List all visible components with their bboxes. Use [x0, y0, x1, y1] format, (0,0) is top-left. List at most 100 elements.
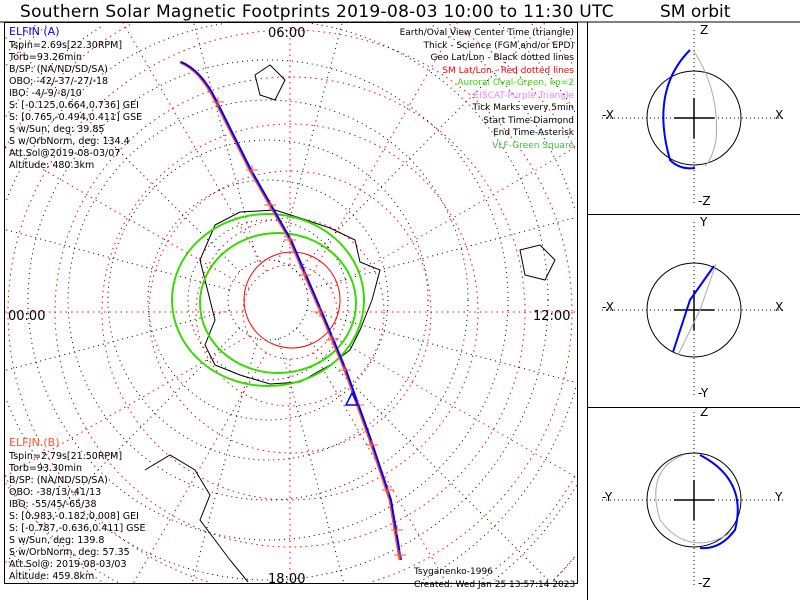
axis-label-right: X: [775, 108, 784, 122]
axis-label-down: -Z: [698, 576, 711, 590]
geo-lon-line: [4, 327, 241, 564]
legend-item: Auroral Oval-Green, kp=2: [457, 78, 574, 88]
elfin-a-line: S: [0.765,-0.494,0.411] GSE: [9, 112, 143, 123]
legend: Earth/Oval View Center Time (triangle) Th…: [400, 27, 574, 152]
elfin-b-line: IBO: -55/45/-65/38: [9, 499, 97, 510]
legend-item: Geo Lat/Lon - Black dotted lines: [430, 53, 574, 63]
elfin-a-orbit: [699, 454, 739, 550]
legend-item: Start Time-Diamond: [483, 115, 574, 126]
legend-item: VLF-Green Square: [492, 140, 574, 151]
elfin-a-line: B/SP: (NA/ND/SD/SA): [9, 64, 108, 75]
mlt-label-bottom: 18:00: [268, 572, 306, 587]
elfin-a-orbit: [662, 49, 696, 170]
elfin-a-orbit: [672, 265, 715, 353]
elfin-b-line: Att.Sol@: 2019-08-03/03: [9, 559, 127, 570]
geo-lat-circle: [107, 139, 429, 461]
legend-item: Tick Marks every 5min: [472, 103, 574, 113]
legend-item: End Time-Asterisk: [492, 128, 574, 138]
axis-label-up: Y: [700, 215, 708, 229]
elfin-b-line: Torb=93.30min: [9, 463, 83, 474]
geo-lat-circle: [187, 219, 349, 381]
elfin-b-name: ELFIN (B): [9, 436, 60, 449]
sm-lat-circle: [4, 23, 576, 582]
elfin-b-orbit: [655, 454, 739, 544]
sm-lon-line: [133, 352, 267, 584]
elfin-b-info: ELFIN (B) Tspin=2.79s[21.50RPM] Torb=93.3…: [9, 437, 146, 583]
elfin-b-line: Altitude: 459.8km: [9, 571, 95, 582]
geo-lon-line: [4, 36, 241, 273]
axis-label-left: -X: [602, 300, 614, 314]
created-timestamp: Created: Wed Jan 25 13:57:14 2023: [414, 580, 576, 590]
plot-title: Southern Solar Magnetic Footprints 2019-…: [20, 2, 614, 22]
mlt-label-left: 00:00: [8, 309, 46, 324]
auroral-oval-inner: [199, 232, 357, 374]
elfin-a-line: Torb=93.26min: [9, 52, 83, 63]
mlt-label-right: 12:00: [533, 309, 571, 324]
elfin-a-track: [180, 61, 402, 561]
sm-lat-circle: [148, 170, 432, 454]
mlt-label-top: 06:00: [268, 26, 306, 41]
elfin-b-line: S w/Sun, deg: 139.8: [9, 535, 105, 546]
elfin-a-line: IBO: -4/-9/-8/10: [9, 88, 82, 99]
coastline: [519, 244, 556, 281]
elfin-a-line: S w/OrbNorm, deg: 134.4: [9, 136, 130, 147]
elfin-b-line: S: [-0.787,-0.636,0.411] GSE: [9, 523, 146, 534]
geo-lon-line: [306, 216, 578, 291]
elfin-b-line: B/SP: (NA/ND/SD/SA): [9, 475, 108, 486]
axis-label-up: Z: [700, 23, 709, 37]
geo-lat-circle: [550, 26, 575, 584]
axis-label-up: Z: [700, 405, 709, 419]
orbit-title: SM orbit: [660, 2, 731, 22]
geo-lat-circle: [147, 179, 389, 421]
axis-label-down: -Y: [698, 386, 709, 400]
map-frame: [4, 22, 578, 584]
elfin-a-line: Att.Sol@2019-08-03/07: [9, 148, 121, 159]
geo-lon-line: [191, 338, 259, 584]
sm-lon-line: [313, 22, 458, 272]
geo-lon-line: [306, 309, 578, 384]
elfin-a-line: OBO: -42/-37/-27/-18: [9, 76, 109, 87]
axis-label-down: -Z: [698, 194, 711, 208]
elfin-a-line: Tspin=2.69s[22.30RPM]: [9, 40, 123, 51]
geo-lon-line: [295, 22, 546, 273]
axis-label-left: -X: [602, 108, 614, 122]
elfin-b-line: OBO: -38/13/-41/13: [9, 487, 102, 498]
elfin-b-orbit: [692, 49, 717, 167]
geo-lon-line: [193, 22, 259, 262]
sm-lon-line: [330, 335, 578, 479]
legend-item: EISCAT-Purple Triangle: [473, 90, 574, 101]
elfin-a-name: ELFIN (A): [9, 25, 60, 38]
elfin-a-line: S w/Sun, deg: 39.85: [9, 124, 105, 135]
axis-label-right: X: [775, 300, 784, 314]
coastline: [254, 64, 286, 101]
legend-item: Thick - Science (FGM and/or EPD): [423, 40, 574, 51]
sm-pole-circle: [243, 251, 341, 349]
elfin-b-orbit: [677, 263, 717, 356]
elfin-b-line: S: [0.983,-0.182,0.008] GEI: [9, 511, 139, 522]
credit: Tsyganenko-1996: [414, 567, 493, 577]
geo-lon-line: [277, 22, 343, 262]
sm-lat-circle: [101, 123, 479, 501]
sm-lon-line: [330, 145, 578, 289]
geo-lon-line: [295, 327, 552, 584]
elfin-b-line: S w/OrbNorm, deg: 57.35: [9, 547, 130, 558]
elfin-a-info: ELFIN (A) Tspin=2.69s[22.30RPM] Torb=93.2…: [9, 26, 142, 172]
legend-item: Earth/Oval View Center Time (triangle): [399, 28, 574, 38]
geo-lat-circle: [227, 259, 309, 341]
view-center-triangle: [344, 391, 360, 406]
legend-item: SM Lat/Lon - Red dotted lines: [442, 65, 574, 76]
geo-lat-circle: [5, 25, 577, 583]
geo-lat-circle: [6, 22, 549, 581]
elfin-a-line: S: [-0.125,0.664,0.736] GEI: [9, 100, 139, 111]
elfin-a-line: Altitude: 480.3km: [9, 160, 95, 171]
axis-label-right: Y: [775, 490, 783, 504]
south-america-coastline: [144, 454, 249, 583]
auroral-oval-outer: [171, 213, 365, 387]
sm-lon-line: [122, 22, 267, 272]
map-layer: [4, 22, 578, 584]
elfin-b-line: Tspin=2.79s[21.50RPM]: [9, 451, 123, 462]
sm-lat-circle: [7, 29, 573, 583]
axis-label-left: -Y: [602, 490, 613, 504]
geo-lon-line: [277, 338, 345, 584]
